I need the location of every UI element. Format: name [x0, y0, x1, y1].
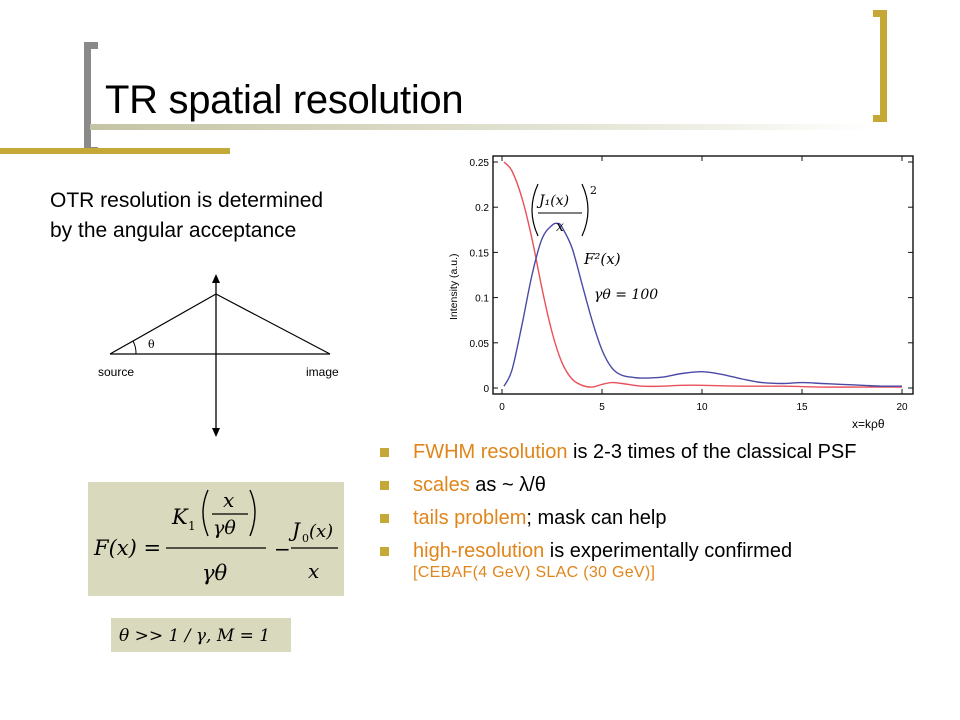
frame-right-bracket-top	[873, 10, 887, 17]
formula-minus: −	[274, 537, 291, 561]
intensity-chart: 0 0.05 0.1 0.15 0.2 0.25 0 5 10 15 20 Intensity (…	[438, 150, 920, 436]
bullet-highlight: scales	[413, 474, 470, 496]
j1-paren-right	[581, 183, 589, 237]
formula-j-symbol: J	[288, 518, 301, 542]
bullet-item: tails problem; mask can help	[380, 506, 940, 530]
x-tick-label: 0	[499, 402, 505, 413]
x-ticks: 0 5 10 15 20	[499, 156, 908, 413]
formula-lhs: F(x) =	[93, 536, 161, 560]
subtitle: OTR resolution is determined by the angu…	[50, 186, 323, 246]
plot-frame	[492, 155, 914, 395]
page-title: TR spatial resolution	[105, 78, 464, 122]
j1-label: J₁(x)	[536, 193, 569, 209]
y-tick-label: 0.2	[475, 203, 489, 214]
bullet-item: scales as ~ λ/θ	[380, 473, 940, 497]
source-ray	[109, 293, 217, 355]
bullet-text: is 2-3 times of the classical PSF	[567, 441, 857, 463]
frame-left-bracket-vertical	[84, 42, 91, 154]
formula-k-symbol: K	[171, 505, 189, 529]
bullet-item: FWHM resolution is 2-3 times of the clas…	[380, 440, 940, 464]
chart-annotations: J₁(x) x 2 F²(x) γθ = 100	[531, 183, 658, 303]
lens-arrow-head-bottom	[212, 428, 220, 437]
frame-right-bracket-vertical	[880, 10, 887, 122]
bullet-text: is experimentally confirmed	[544, 540, 793, 562]
bullet-text: ; mask can help	[526, 507, 667, 529]
subtitle-line-2: by the angular acceptance	[50, 219, 297, 242]
x-axis-label: x=kρθ	[852, 417, 885, 431]
formula-condition-svg: θ >> 1 / γ, M = 1	[119, 626, 270, 646]
y-tick-label: 0.15	[470, 248, 490, 259]
f2-label: F²(x)	[583, 250, 621, 268]
angle-label: θ	[148, 338, 155, 351]
bullet-square-icon	[380, 448, 389, 457]
x-tick-label: 20	[896, 402, 908, 413]
formula-k-paren-left	[202, 489, 209, 537]
y-ticks: 0 0.05 0.1 0.15 0.2 0.25	[470, 158, 913, 395]
series-line-blue	[503, 222, 903, 387]
bullet-square-icon	[380, 547, 389, 556]
formula-k-arg-num: x	[223, 488, 234, 512]
j1-den: x	[556, 219, 564, 235]
x-tick-label: 5	[599, 402, 605, 413]
frame-right-bracket-bottom	[873, 115, 887, 122]
x-tick-label: 15	[796, 402, 808, 413]
j1-power: 2	[590, 184, 597, 197]
j1-paren-left	[531, 183, 539, 237]
series-lines	[503, 161, 903, 388]
subtitle-line-1: OTR resolution is determined	[50, 189, 324, 212]
y-tick-label: 0	[483, 384, 489, 395]
formula-condition: θ >> 1 / γ, M = 1	[111, 618, 291, 652]
bullet-list: FWHM resolution is 2-3 times of the clas…	[380, 440, 940, 592]
image-label: image	[306, 365, 339, 379]
bullet-highlight: FWHM resolution	[413, 441, 568, 463]
gamma-label: γθ = 100	[594, 287, 658, 303]
bullet-square-icon	[380, 481, 389, 490]
formula-j-arg: (x)	[309, 521, 333, 542]
source-label: source	[98, 365, 134, 379]
formula-condition-text: θ >> 1 / γ, M = 1	[119, 626, 270, 646]
y-tick-label: 0.25	[470, 158, 490, 169]
image-ray	[215, 293, 331, 355]
series-line-red	[503, 161, 902, 388]
bullet-text: as ~ λ/θ	[469, 474, 546, 496]
bullet-highlight: tails problem	[413, 507, 527, 529]
y-tick-label: 0.1	[475, 294, 489, 305]
frame-left-bracket-top	[84, 42, 98, 49]
formula-j-sub: 0	[302, 532, 309, 545]
formula-k-arg-den: γθ	[213, 517, 236, 539]
bullet-item: high-resolution is experimentally confir…	[380, 539, 940, 583]
bullet-subnote: [CEBAF(4 GeV) SLAC (30 GeV)]	[413, 564, 656, 581]
formula-k-paren-right	[249, 489, 256, 537]
angle-arc	[132, 340, 137, 355]
formula-j-den: x	[308, 559, 319, 583]
bullet-square-icon	[380, 514, 389, 523]
lens-arrow-head-top	[212, 274, 220, 283]
y-axis-label: Intensity (a.u.)	[448, 253, 460, 320]
x-tick-label: 10	[696, 402, 708, 413]
y-tick-label: 0.05	[470, 339, 490, 350]
formula-k-sub: 1	[188, 519, 196, 533]
optics-diagram: θ source image	[98, 274, 339, 437]
formula-den: γθ	[202, 561, 228, 585]
frame-gold-bar-left	[0, 148, 230, 154]
formula-f-of-x: F(x) = K 1 x γθ γθ − J 0 (x) x	[88, 482, 344, 596]
bullet-highlight: high-resolution	[413, 540, 545, 562]
title-underline-gradient	[90, 124, 876, 130]
